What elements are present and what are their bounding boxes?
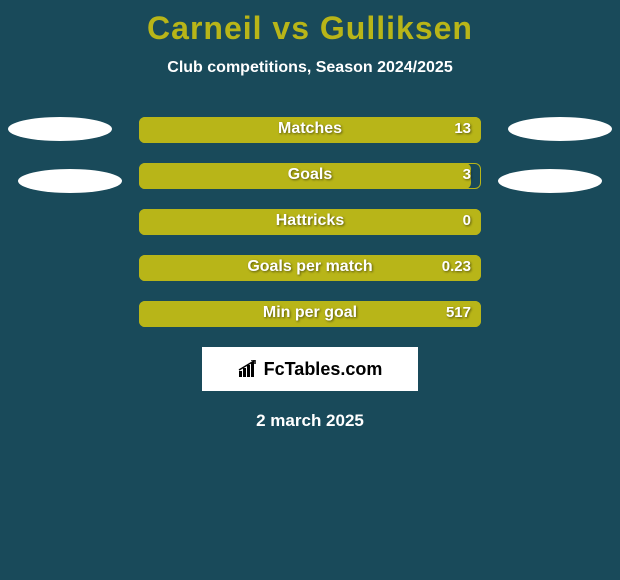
stat-label: Goals per match (139, 258, 481, 276)
stat-row: Min per goal 517 (139, 301, 481, 327)
stat-label: Matches (139, 120, 481, 138)
decoration-ellipse (498, 169, 602, 193)
subtitle: Club competitions, Season 2024/2025 (0, 59, 620, 77)
stat-row: Hattricks 0 (139, 209, 481, 235)
logo-text: FcTables.com (264, 359, 383, 380)
stat-value: 0 (463, 212, 471, 229)
decoration-ellipse (8, 117, 112, 141)
decoration-ellipse (18, 169, 122, 193)
decoration-ellipse (508, 117, 612, 141)
stat-value: 3 (463, 166, 471, 183)
stats-area: Matches 13 Goals 3 Hattricks 0 Goals per… (0, 117, 620, 431)
stat-value: 13 (454, 120, 471, 137)
stat-value: 517 (446, 304, 471, 321)
stat-row: Matches 13 (139, 117, 481, 143)
stat-value: 0.23 (442, 258, 471, 275)
stat-label: Hattricks (139, 212, 481, 230)
page-title: Carneil vs Gulliksen (0, 10, 620, 47)
stat-label: Min per goal (139, 304, 481, 322)
stat-bars: Matches 13 Goals 3 Hattricks 0 Goals per… (139, 117, 481, 327)
stat-label: Goals (139, 166, 481, 184)
chart-icon (238, 360, 260, 378)
stat-row: Goals per match 0.23 (139, 255, 481, 281)
date-text: 2 march 2025 (0, 411, 620, 431)
logo-box: FcTables.com (202, 347, 418, 391)
stat-row: Goals 3 (139, 163, 481, 189)
